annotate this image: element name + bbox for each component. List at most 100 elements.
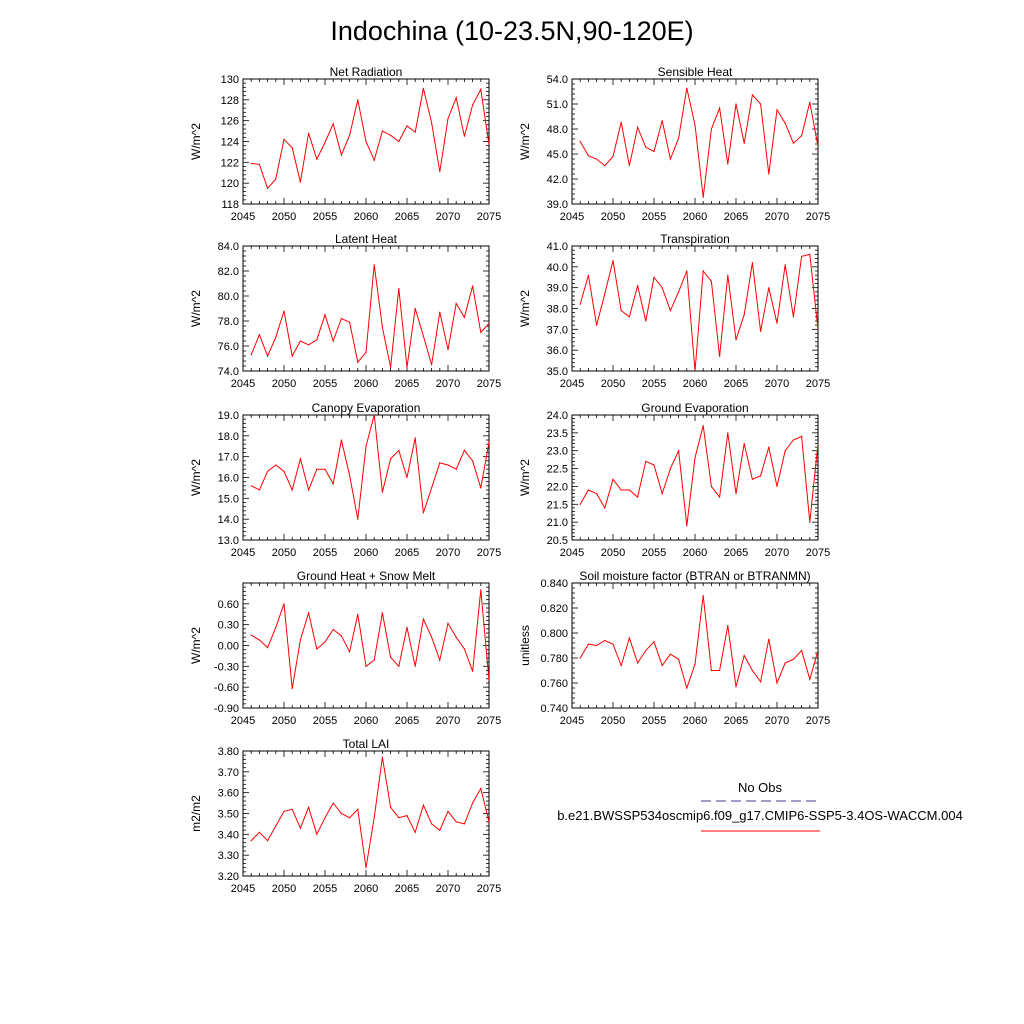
x-tick-label: 2050	[601, 211, 625, 223]
data-point	[250, 354, 252, 356]
x-tick-label: 2045	[231, 547, 255, 559]
series-line	[579, 425, 818, 526]
x-tick-label: 2045	[560, 378, 584, 390]
x-tick-label: 2055	[313, 715, 337, 727]
data-point	[275, 626, 277, 629]
data-point	[637, 496, 639, 498]
x-tick-label: 2075	[806, 211, 830, 223]
y-tick-label: 3.40	[218, 829, 239, 841]
data-point	[678, 450, 680, 452]
data-point	[784, 450, 786, 452]
data-point	[472, 285, 474, 287]
chart-panel: Transpiration W/m^2 2045 2050 2055 2060 2065 20…	[518, 232, 830, 390]
data-point	[604, 507, 606, 509]
data-point	[472, 460, 474, 462]
data-point	[267, 840, 269, 842]
data-point	[398, 449, 400, 451]
x-tick-label: 2065	[395, 883, 419, 895]
panel-title: Sensible Heat	[658, 65, 733, 79]
data-point	[258, 489, 260, 491]
data-point	[267, 355, 269, 357]
data-point	[422, 512, 424, 514]
data-point	[792, 142, 795, 144]
y-tick-label: 23.0	[547, 446, 568, 458]
data-point	[661, 493, 663, 495]
data-point	[299, 181, 301, 183]
data-point	[719, 355, 721, 357]
x-tick-label: 2060	[683, 378, 707, 390]
data-point	[267, 470, 269, 472]
data-point	[390, 366, 392, 368]
y-tick-label: -0.60	[214, 682, 239, 694]
y-tick-label: 78.0	[218, 316, 239, 328]
y-tick-label: 23.5	[547, 428, 568, 440]
y-tick-label: 15.0	[218, 493, 239, 505]
data-point	[275, 336, 277, 338]
x-tick-label: 2055	[642, 547, 666, 559]
plot-frame	[571, 245, 819, 372]
data-point	[381, 756, 383, 758]
data-point	[365, 445, 367, 447]
x-tick-label: 2055	[642, 715, 666, 727]
data-point	[390, 806, 392, 808]
data-point	[678, 658, 680, 660]
x-tick-label: 2050	[601, 547, 625, 559]
y-tick-label: 42.0	[547, 174, 568, 186]
data-point	[349, 817, 351, 819]
data-point	[291, 147, 293, 149]
data-point	[340, 317, 342, 320]
chart-panel: Ground Evaporation W/m^2 2045 2050 2055 2060 2…	[518, 401, 830, 559]
data-point	[373, 415, 375, 416]
data-point	[686, 270, 688, 272]
y-axis-label: unitless	[518, 625, 532, 666]
data-point	[447, 464, 449, 466]
data-point	[628, 637, 631, 639]
x-tick-label: 2075	[477, 378, 501, 390]
y-axis-label: W/m^2	[189, 459, 203, 496]
plot-frame	[571, 582, 819, 709]
data-point	[299, 340, 301, 342]
x-tick-label: 2075	[477, 715, 501, 727]
y-axis-label: W/m^2	[189, 123, 203, 160]
data-point	[365, 140, 367, 143]
data-point	[596, 493, 598, 495]
x-tick-label: 2065	[724, 378, 748, 390]
data-point	[455, 97, 457, 99]
y-tick-label: 118	[221, 199, 239, 211]
y-tick-label: 3.70	[218, 767, 239, 779]
data-point	[792, 439, 795, 441]
chart-panel: Total LAI m2/m2 2045 2050 2055 2060 2065 2070 20…	[189, 737, 501, 895]
data-point	[817, 649, 818, 652]
data-point	[431, 364, 433, 366]
figure-title: Indochina (10-23.5N,90-120E)	[330, 16, 693, 46]
data-point	[472, 802, 474, 804]
y-tick-label: 35.0	[547, 366, 568, 378]
data-point	[653, 464, 655, 466]
data-point	[596, 158, 598, 160]
data-point	[390, 134, 392, 136]
plot-frame	[571, 78, 819, 205]
data-point	[275, 464, 277, 466]
data-point	[332, 123, 334, 125]
y-tick-label: 22.0	[547, 481, 568, 493]
x-tick-label: 2070	[765, 715, 789, 727]
y-tick-label: 3.20	[218, 871, 239, 883]
x-tick-label: 2065	[395, 211, 419, 223]
data-point	[316, 468, 318, 470]
x-tick-label: 2045	[231, 378, 255, 390]
data-point	[324, 641, 326, 643]
data-point	[727, 432, 729, 434]
data-point	[637, 285, 639, 287]
y-tick-label: 36.0	[547, 345, 568, 357]
data-point	[653, 150, 655, 153]
data-point	[719, 669, 721, 672]
panel-title: Latent Heat	[335, 232, 398, 246]
data-point	[669, 468, 672, 470]
data-point	[250, 634, 252, 636]
data-point	[620, 489, 622, 491]
data-point	[579, 503, 581, 505]
data-point	[620, 121, 622, 123]
panel-title: Ground Heat + Snow Melt	[297, 569, 436, 583]
chart-panel: Canopy Evaporation W/m^2 2045 2050 2055 2060 2…	[189, 401, 501, 559]
data-point	[488, 441, 489, 443]
